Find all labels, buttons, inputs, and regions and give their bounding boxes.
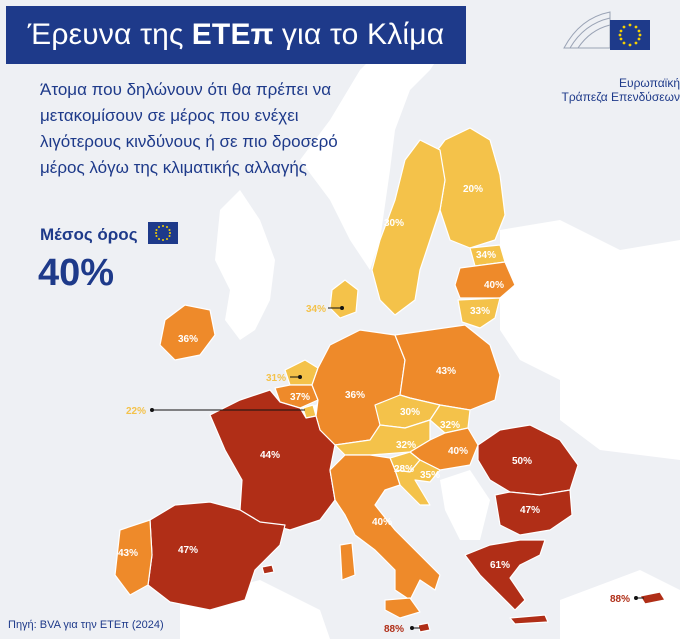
label-finland: 20% (463, 184, 483, 195)
logo-line2: Τράπεζα Επενδύσεων (561, 90, 680, 104)
label-romania: 50% (512, 456, 532, 467)
label-portugal: 43% (118, 548, 138, 559)
region-cyprus (639, 591, 666, 605)
region-lithuania (457, 297, 501, 329)
leader-dot (410, 626, 414, 630)
eib-logo (563, 11, 650, 50)
label-italy: 40% (372, 517, 392, 528)
region-bulgaria (494, 489, 573, 536)
average-value: 40% (38, 252, 115, 294)
average-label: Μέσος όρος (40, 225, 138, 244)
region-sweden (371, 139, 446, 316)
label-luxembourg: 22% (126, 406, 146, 417)
label-malta: 88% (384, 624, 404, 635)
leader-dot (298, 375, 302, 379)
label-slovakia: 32% (440, 420, 460, 431)
region-slovakia (429, 404, 471, 434)
title-banner: Έρευνα της ΕΤΕπ για το Κλίμα (6, 6, 466, 64)
label-bulgaria: 47% (520, 505, 540, 516)
leader-dot (340, 306, 344, 310)
region-denmark (329, 279, 359, 319)
label-france: 44% (260, 450, 280, 461)
label-germany: 36% (345, 390, 365, 401)
label-denmark: 34% (306, 304, 326, 315)
non-eu-land (180, 20, 680, 639)
region-malta (417, 622, 431, 633)
leader-lines (152, 307, 644, 629)
region-portugal (114, 519, 153, 596)
region-croatia (394, 459, 441, 506)
label-czechia: 30% (400, 407, 420, 418)
region-balearic (261, 564, 275, 575)
leader-dot (634, 596, 638, 600)
label-poland: 43% (436, 366, 456, 377)
label-austria: 32% (396, 440, 416, 451)
eu-flag-icon (148, 222, 178, 244)
region-ireland (159, 304, 216, 361)
logo-line1: Ευρωπαϊκή (619, 76, 680, 90)
value-labels: 20% 30% 34% 40% 33% 36% 37% 36% 43% 30% … (118, 184, 540, 571)
logo-arch-icon (563, 11, 611, 49)
label-lithuania: 33% (470, 306, 490, 317)
subtitle: Άτομα που δηλώνουν ότι θα πρέπει να μετα… (40, 80, 338, 177)
label-sweden: 30% (384, 218, 404, 229)
label-estonia: 34% (476, 250, 496, 261)
eu-stars-icon (618, 23, 642, 47)
label-cyprus: 88% (610, 594, 630, 605)
region-italy (329, 454, 441, 601)
region-crete (509, 614, 549, 625)
source-note: Πηγή: BVA για την ΕΤΕπ (2024) (8, 619, 164, 631)
eib-logo-text: Ευρωπαϊκή Τράπεζα Επενδύσεων (540, 76, 680, 104)
region-sardinia (339, 542, 356, 581)
region-latvia (454, 261, 516, 299)
region-poland (394, 324, 501, 411)
title-post: για το Κλίμα (281, 18, 445, 51)
title-pre: Έρευνα της (27, 18, 184, 51)
label-croatia: 35% (420, 470, 440, 481)
label-latvia: 40% (484, 280, 504, 291)
region-france (209, 389, 336, 531)
label-ireland: 36% (178, 334, 198, 345)
region-greece (464, 539, 546, 611)
label-slovenia: 28% (394, 464, 414, 475)
label-greece: 61% (490, 560, 510, 571)
label-hungary: 40% (448, 446, 468, 457)
title-bold: ΕΤΕπ (191, 18, 274, 51)
label-belgium: 37% (290, 392, 310, 403)
label-netherlands: 31% (266, 373, 286, 384)
region-sicily (384, 597, 421, 619)
leader-dot (150, 408, 154, 412)
label-spain: 47% (178, 545, 198, 556)
region-spain (147, 501, 286, 611)
